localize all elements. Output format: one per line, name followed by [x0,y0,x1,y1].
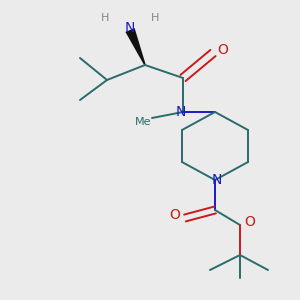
Text: Me: Me [135,117,151,127]
Text: H: H [151,13,159,23]
Text: N: N [125,21,135,35]
Text: O: O [244,215,255,229]
Text: N: N [176,105,186,119]
Text: H: H [101,13,109,23]
Polygon shape [125,28,146,65]
Text: N: N [212,173,222,187]
Text: O: O [218,43,228,57]
Text: O: O [169,208,180,222]
